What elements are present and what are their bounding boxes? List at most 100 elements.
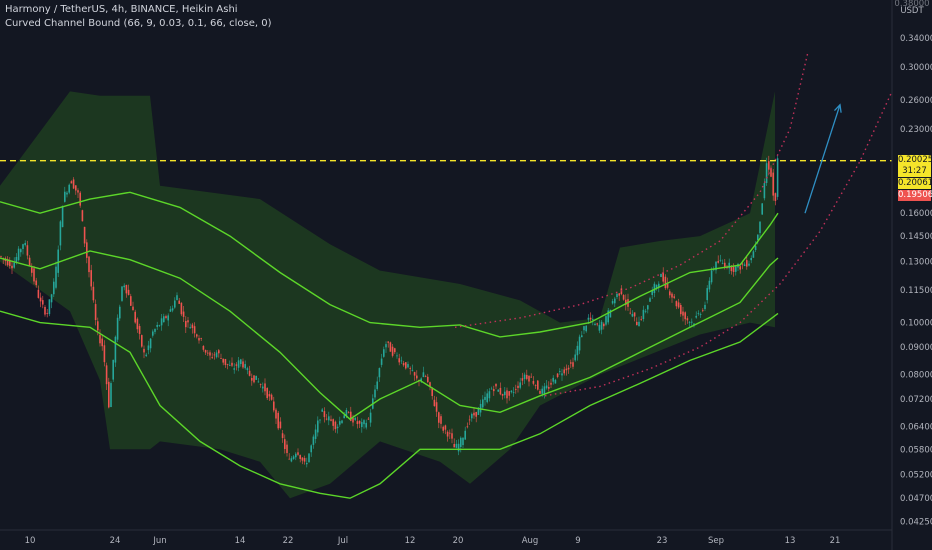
candle-body [405, 362, 407, 369]
candle-body [213, 354, 216, 356]
candle [400, 356, 403, 364]
candle-body [677, 302, 680, 308]
candle-body [728, 262, 730, 269]
candle-body [347, 412, 350, 414]
candle [552, 375, 554, 385]
candle [358, 420, 361, 428]
candle-body [466, 426, 469, 428]
candle-body [44, 306, 46, 315]
candle-body [301, 457, 304, 461]
candle-body [486, 393, 488, 403]
channel-line-3 [0, 310, 779, 499]
candle [420, 377, 422, 384]
candle [295, 452, 297, 461]
indicator-label[interactable]: Curved Channel Bound (66, 9, 0.03, 0.1, … [5, 18, 272, 29]
candle [625, 294, 627, 311]
yellow-price-label: 0.20061 [898, 177, 932, 189]
candle [519, 377, 521, 390]
candle [526, 369, 528, 381]
candle-body [273, 401, 275, 411]
y-tick-label: 0.26000 [900, 96, 932, 106]
candle [424, 374, 427, 378]
axis-unit: USDT [900, 6, 924, 16]
candle-body [673, 296, 675, 298]
symbol-title[interactable]: Harmony / TetherUS, 4h, BINANCE, Heikin … [5, 4, 238, 15]
candle-body [559, 371, 561, 372]
candle-body [64, 191, 66, 202]
red-price-label: 0.19506 [898, 189, 932, 201]
candle [598, 319, 601, 334]
candle-body [697, 313, 700, 314]
time-axis[interactable]: 10 24 Jun 14 22 Jul 12 20 Aug 9 23 Sep 13 21 [25, 536, 841, 546]
candle-body [537, 380, 539, 390]
candle-body [757, 234, 759, 241]
candle [719, 254, 722, 263]
candle [90, 264, 92, 291]
candle-body [741, 263, 744, 265]
candle-body [48, 299, 51, 315]
candle [385, 341, 387, 353]
candle-body [444, 425, 447, 430]
candle [317, 416, 319, 437]
candle [244, 360, 246, 370]
candle [37, 285, 40, 299]
candle-body [303, 457, 306, 462]
candle [391, 343, 394, 358]
candle-body [607, 310, 609, 323]
candle [255, 375, 257, 381]
x-tick-label: Aug [522, 536, 539, 546]
y-tick-label: 0.30000 [900, 63, 932, 73]
candle-body [156, 324, 158, 327]
candle-body [341, 420, 343, 423]
candle-body [596, 323, 598, 325]
candle [233, 363, 235, 374]
candle-body [451, 433, 453, 439]
candle [281, 430, 284, 443]
candle-body [739, 266, 741, 270]
candle-body [86, 242, 88, 258]
candle-body [72, 179, 75, 189]
candle-body [68, 184, 70, 193]
yellow-price-value: 0.20061 [898, 177, 932, 188]
candle-body [464, 430, 466, 440]
candle-body [380, 358, 383, 365]
candle-body [574, 354, 576, 361]
candle-body [688, 321, 691, 323]
candle-body [416, 375, 418, 379]
candle-body [686, 318, 689, 321]
candle [684, 311, 686, 326]
candle [622, 294, 625, 301]
candle-body [532, 380, 535, 384]
candle-body [185, 320, 187, 328]
candle [721, 259, 724, 265]
candle [220, 353, 222, 359]
candle-body [226, 363, 229, 365]
y-tick-label: 0.06400 [900, 422, 932, 432]
candle [136, 317, 139, 333]
candle-body [35, 280, 37, 286]
candle-body [378, 368, 381, 378]
candle-body [706, 288, 708, 301]
candle-body [147, 345, 150, 351]
candle-body [112, 359, 114, 380]
candle-body [653, 283, 656, 294]
candle-body [530, 376, 532, 378]
candle-body [70, 181, 73, 184]
candle [312, 434, 315, 449]
candle-body [512, 392, 515, 394]
candle-body [259, 384, 262, 385]
candle-body [383, 349, 385, 357]
candle [314, 424, 317, 444]
candle [433, 395, 436, 407]
candle [202, 345, 205, 352]
candle-body [257, 381, 260, 383]
candle [99, 329, 101, 347]
candle-body [609, 309, 612, 318]
candle-body [660, 273, 662, 277]
candle [187, 316, 189, 328]
x-tick-label: 22 [283, 536, 294, 546]
candle-body [598, 324, 601, 331]
candle [686, 316, 689, 324]
